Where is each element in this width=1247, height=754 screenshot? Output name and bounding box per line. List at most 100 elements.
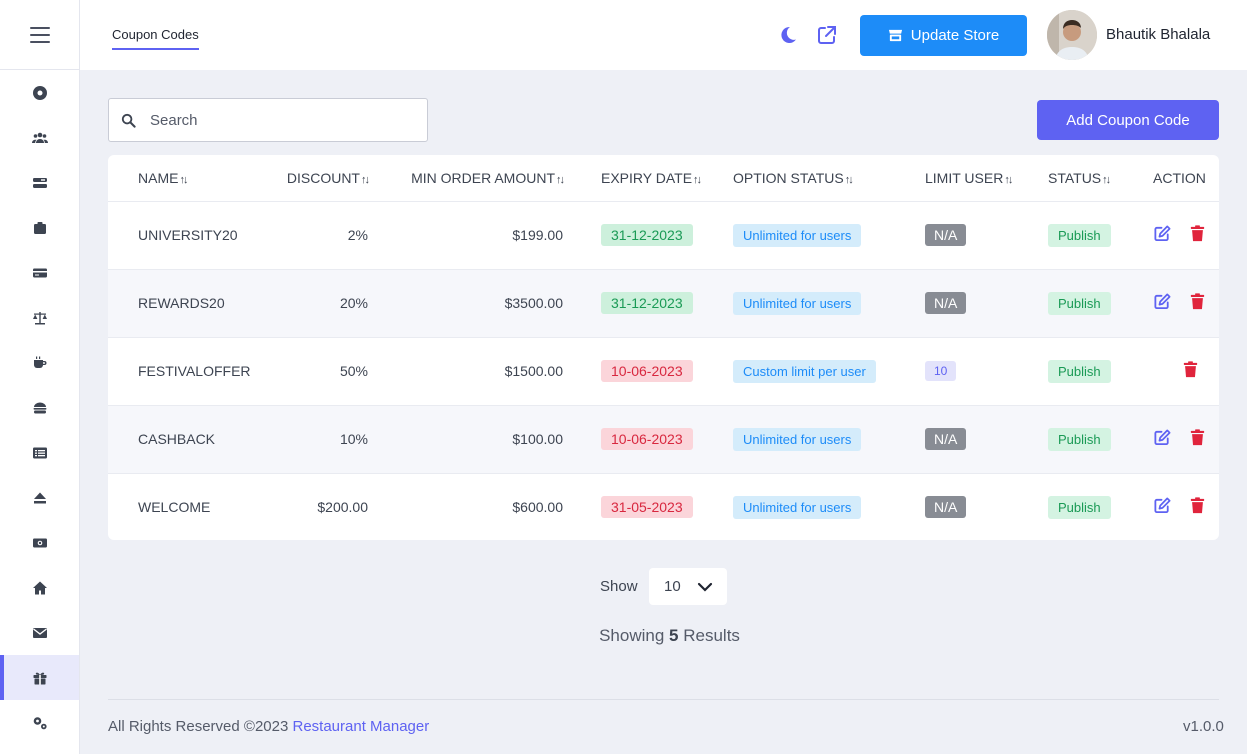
- page-size-value: 10: [664, 578, 681, 595]
- delete-icon[interactable]: [1188, 292, 1207, 311]
- status-cell: Publish: [1048, 473, 1151, 540]
- column-header-min-order[interactable]: MIN ORDER AMOUNT↑↓: [411, 169, 565, 186]
- settings-icon: [33, 716, 47, 729]
- coupon-min-order: $3500.00: [504, 295, 563, 311]
- sidebar-item-tables[interactable]: [0, 160, 79, 205]
- top-header: Coupon Codes Update Store Bhautik Bhalal…: [80, 0, 1247, 70]
- option-status-badge: Custom limit per user: [733, 359, 876, 383]
- sidebar-item-food[interactable]: [0, 385, 79, 430]
- update-store-button[interactable]: Update Store: [860, 15, 1027, 56]
- status-badge[interactable]: Publish: [1048, 359, 1111, 383]
- dark-mode-moon-icon[interactable]: [777, 24, 799, 46]
- column-header-status[interactable]: STATUS↑↓: [1048, 169, 1111, 186]
- sidebar-item-balance[interactable]: [0, 295, 79, 340]
- sidebar-nav: [0, 70, 79, 745]
- money-icon: [32, 538, 47, 547]
- search-input[interactable]: [150, 111, 410, 129]
- sidebar-item-coffee[interactable]: [0, 340, 79, 385]
- status-badge[interactable]: Publish: [1048, 223, 1111, 247]
- sidebar-item-mail[interactable]: [0, 610, 79, 655]
- sidebar-item-users[interactable]: [0, 115, 79, 160]
- tab-coupon-codes[interactable]: Coupon Codes: [112, 27, 199, 50]
- dashboard-icon: [32, 85, 47, 100]
- column-header-limit-user[interactable]: LIMIT USER↑↓: [925, 169, 1013, 186]
- row-actions: [1153, 496, 1207, 515]
- delete-icon[interactable]: [1188, 224, 1207, 243]
- delete-icon[interactable]: [1188, 496, 1207, 515]
- expiry-cell: 31-12-2023: [563, 269, 733, 337]
- food-icon: [33, 402, 46, 413]
- coupon-table-card: NAME↑↓ DISCOUNT↑↓ MIN ORDER AMOUNT↑↓ EXP…: [108, 155, 1219, 540]
- sort-icon[interactable]: ↑↓: [556, 173, 565, 186]
- table-row: FESTIVALOFFER 50% $1500.00 10-06-2023 Custom…: [108, 337, 1219, 405]
- sidebar-item-menu-list[interactable]: [0, 430, 79, 475]
- option-status-badge: Unlimited for users: [733, 495, 862, 519]
- coupon-min-order: $1500.00: [504, 363, 563, 379]
- sidebar-item-coupons[interactable]: [0, 655, 79, 700]
- results-summary: Showing 5 Results: [599, 626, 740, 645]
- limit-user-badge: N/A: [925, 428, 967, 450]
- sidebar-item-eject[interactable]: [0, 475, 79, 520]
- option-cell: Unlimited for users: [733, 269, 925, 337]
- table-row: UNIVERSITY20 2% $199.00 31-12-2023 Unlimited…: [108, 201, 1219, 269]
- status-badge[interactable]: Publish: [1048, 495, 1111, 519]
- page-size-select[interactable]: 10: [649, 568, 727, 605]
- mail-icon: [32, 627, 47, 638]
- expiry-cell: 31-05-2023: [563, 473, 733, 540]
- limit-user-badge: 10: [925, 361, 957, 381]
- sort-icon[interactable]: ↑↓: [1102, 173, 1111, 186]
- coupon-discount: $200.00: [317, 499, 368, 516]
- edit-icon[interactable]: [1153, 292, 1172, 311]
- external-link-icon[interactable]: [816, 24, 838, 46]
- edit-icon[interactable]: [1153, 224, 1172, 243]
- status-badge[interactable]: Publish: [1048, 291, 1111, 315]
- sidebar-item-settings[interactable]: [0, 700, 79, 745]
- sidebar-header: [0, 0, 79, 70]
- edit-icon[interactable]: [1153, 496, 1172, 515]
- delete-icon[interactable]: [1181, 360, 1200, 379]
- sort-icon[interactable]: ↑↓: [1004, 173, 1013, 186]
- column-header-expiry-date[interactable]: EXPIRY DATE↑↓: [601, 169, 702, 186]
- sidebar-item-payments[interactable]: [0, 250, 79, 295]
- column-header-option-status[interactable]: OPTION STATUS↑↓: [733, 169, 854, 186]
- row-actions: [1153, 292, 1207, 311]
- expiry-cell: 31-12-2023: [563, 201, 733, 269]
- limit-user-badge: N/A: [925, 496, 967, 519]
- hamburger-menu-icon[interactable]: [29, 26, 50, 43]
- coupon-table: NAME↑↓ DISCOUNT↑↓ MIN ORDER AMOUNT↑↓ EXP…: [108, 155, 1219, 540]
- add-coupon-code-button[interactable]: Add Coupon Code: [1037, 100, 1219, 140]
- expiry-date-badge: 31-12-2023: [601, 292, 693, 314]
- sidebar-item-home[interactable]: [0, 565, 79, 610]
- footer-divider: [108, 699, 1219, 700]
- sort-icon[interactable]: ↑↓: [361, 173, 370, 186]
- app-version: v1.0.0: [1183, 718, 1224, 735]
- option-cell: Custom limit per user: [733, 337, 925, 405]
- users-icon: [31, 132, 48, 143]
- limit-user-badge: N/A: [925, 292, 967, 314]
- sort-icon[interactable]: ↑↓: [179, 173, 188, 186]
- option-cell: Unlimited for users: [733, 405, 925, 473]
- column-header-action: ACTION: [1153, 169, 1206, 186]
- status-badge[interactable]: Publish: [1048, 427, 1111, 451]
- delete-icon[interactable]: [1188, 428, 1207, 447]
- avatar[interactable]: [1047, 10, 1097, 60]
- table-body: UNIVERSITY20 2% $199.00 31-12-2023 Unlimited…: [108, 201, 1219, 540]
- coupon-min-order: $600.00: [512, 499, 563, 516]
- column-header-name[interactable]: NAME↑↓: [138, 169, 188, 186]
- coffee-icon: [33, 356, 46, 368]
- brand-link[interactable]: Restaurant Manager: [292, 718, 430, 735]
- edit-icon[interactable]: [1153, 428, 1172, 447]
- coupon-min-order: $100.00: [512, 431, 563, 447]
- sort-icon[interactable]: ↑↓: [844, 173, 854, 186]
- column-header-discount[interactable]: DISCOUNT↑↓: [286, 169, 370, 186]
- chevron-down-icon: [697, 582, 713, 592]
- sidebar-item-orders[interactable]: [0, 205, 79, 250]
- sidebar-item-money[interactable]: [0, 520, 79, 565]
- user-name[interactable]: Bhautik Bhalala: [1106, 26, 1211, 43]
- sort-icon[interactable]: ↑↓: [693, 173, 702, 186]
- user-photo: [1047, 10, 1097, 60]
- limit-cell: N/A: [925, 405, 1048, 473]
- coupon-name: CASHBACK: [138, 431, 216, 447]
- status-cell: Publish: [1048, 201, 1151, 269]
- sidebar-item-dashboard[interactable]: [0, 70, 79, 115]
